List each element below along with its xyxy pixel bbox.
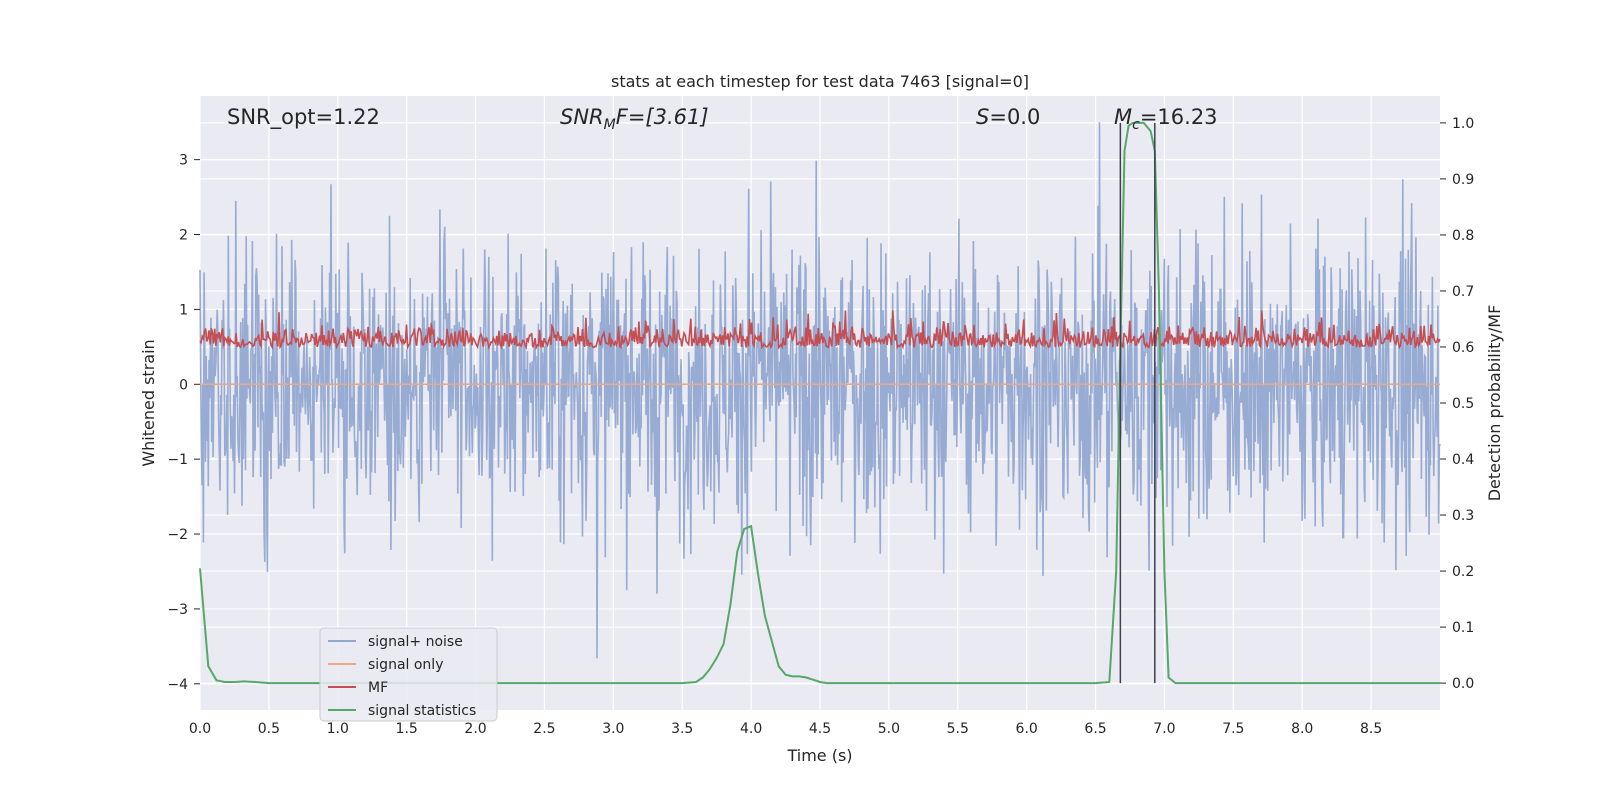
series-mf: [199, 310, 1441, 351]
chart-title: stats at each timestep for test data 746…: [611, 72, 1029, 91]
x-tick-label: 0.5: [258, 721, 280, 737]
x-tick-label: 7.0: [1153, 721, 1175, 737]
y-right-tick-label: 0.8: [1452, 228, 1474, 244]
y-right-tick-label: 0.4: [1452, 452, 1474, 468]
mc-main: M: [1114, 105, 1132, 129]
x-tick-label: 4.0: [740, 721, 762, 737]
snr-opt-annotation: SNR_opt=1.22: [227, 105, 380, 130]
x-tick-label: 0.0: [189, 721, 211, 737]
y-right-tick-label: 0.0: [1452, 676, 1474, 692]
x-tick-label: 5.0: [878, 721, 900, 737]
snr-mf-rest: F=[3.61]: [616, 105, 709, 129]
y-tick-label: 0: [179, 377, 188, 393]
legend-label-signal-statistics: signal statistics: [368, 703, 476, 719]
mc-annotation: Mc=16.23: [1114, 105, 1218, 133]
x-tick-label: 7.5: [1222, 721, 1244, 737]
s-rest: =0.0: [989, 105, 1040, 129]
y-right-tick-label: 0.7: [1452, 284, 1474, 300]
y-tick-label: −1: [167, 452, 188, 468]
x-tick-label: 1.0: [327, 721, 349, 737]
y-tick-label: −3: [167, 602, 188, 618]
snr-mf-main: SNR: [560, 105, 604, 129]
legend-label-mf: MF: [368, 680, 388, 696]
axes-layer: 0.0 0.5 1.0 1.5 2.0 2.5 3.0 3.5 4.0 4.5 5.0 5.5 6.0 6…: [167, 116, 1474, 737]
x-tick-label: 3.0: [602, 721, 624, 737]
y-tick-label: 1: [179, 302, 188, 318]
legend-box: [319, 627, 498, 722]
x-tick-label: 1.5: [396, 721, 418, 737]
y-right-tick-label: 0.3: [1452, 508, 1474, 524]
y-right-tick-label: 0.5: [1452, 396, 1474, 412]
x-axis-label: Time (s): [786, 746, 852, 765]
snr-mf-sub: M: [604, 117, 616, 133]
x-tick-label: 5.5: [947, 721, 969, 737]
y-tick-label: −2: [167, 527, 188, 543]
mc-rest: =16.23: [1140, 105, 1218, 129]
x-tick-label: 4.5: [809, 721, 831, 737]
legend: signal+ noise signal only MF signal stat…: [319, 627, 498, 722]
y-axis-right-label: Detection probability/MF: [1485, 305, 1504, 502]
y-right-tick-label: 1.0: [1452, 116, 1474, 132]
mc-sub: c: [1132, 117, 1140, 133]
y-axis-label: Whitened strain: [139, 339, 158, 466]
x-tick-label: 6.5: [1084, 721, 1106, 737]
y-tick-label: −4: [167, 677, 188, 693]
y-right-tick-label: 0.9: [1452, 172, 1474, 188]
legend-label-signal-noise: signal+ noise: [368, 634, 463, 650]
y-right-tick-label: 0.2: [1452, 564, 1474, 580]
y-right-tick-label: 0.1: [1452, 620, 1474, 636]
x-tick-label: 6.0: [1016, 721, 1038, 737]
x-tick-label: 2.5: [533, 721, 555, 737]
x-tick-label: 8.0: [1291, 721, 1313, 737]
y-tick-label: 3: [179, 153, 188, 169]
s-annotation: S=0.0: [976, 105, 1040, 129]
y-tick-label: 2: [179, 228, 188, 244]
s-italic: S: [976, 105, 989, 129]
x-tick-label: 8.5: [1360, 721, 1382, 737]
x-tick-label: 2.0: [464, 721, 486, 737]
x-tick-label: 3.5: [671, 721, 693, 737]
snr-mf-annotation: SNRMF=[3.61]: [560, 105, 709, 133]
legend-label-signal-only: signal only: [368, 657, 443, 673]
y-right-tick-label: 0.6: [1452, 340, 1474, 356]
